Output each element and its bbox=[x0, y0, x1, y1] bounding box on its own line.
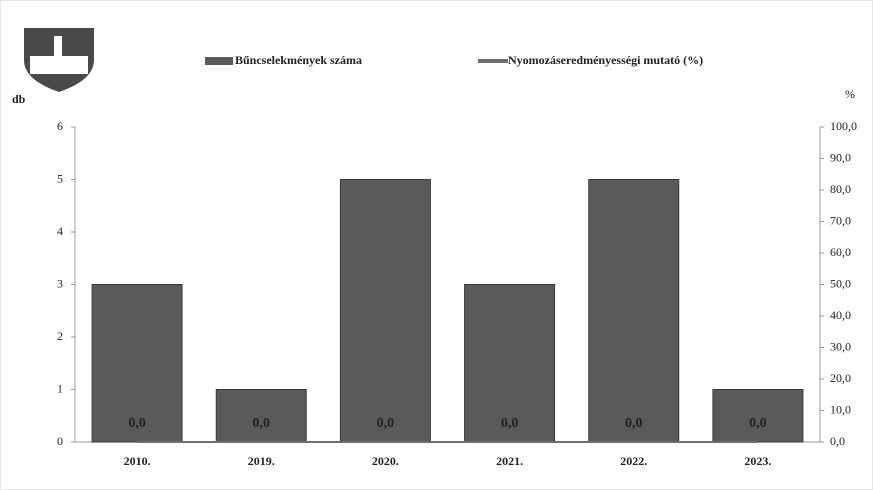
y2-tick-label: 10,0 bbox=[830, 402, 851, 416]
bar bbox=[588, 179, 680, 443]
x-tick-label: 2023. bbox=[744, 454, 771, 468]
legend-label: Nyomozáseredményességi mutató (%) bbox=[508, 53, 703, 67]
y2-tick-label: 60,0 bbox=[830, 245, 851, 259]
bar bbox=[712, 389, 804, 443]
y-axis-label: db bbox=[12, 92, 26, 106]
y2-tick-label: 100,0 bbox=[830, 119, 857, 133]
bar bbox=[339, 179, 431, 443]
y2-tick-label: 70,0 bbox=[830, 213, 851, 227]
x-tick-label: 2010. bbox=[124, 454, 151, 468]
y2-tick-label: 20,0 bbox=[830, 371, 851, 385]
y-tick-label: 4 bbox=[57, 224, 63, 238]
x-tick-label: 2020. bbox=[372, 454, 399, 468]
y2-axis-label: % bbox=[845, 87, 855, 101]
data-label: 0,0 bbox=[253, 416, 271, 431]
y2-tick-label: 90,0 bbox=[830, 150, 851, 164]
y2-tick-label: 50,0 bbox=[830, 276, 851, 290]
bar bbox=[464, 284, 556, 443]
y2-tick-label: 0,0 bbox=[830, 434, 845, 448]
y-tick-label: 1 bbox=[57, 381, 63, 395]
data-label: 0,0 bbox=[128, 416, 146, 431]
y-tick-label: 2 bbox=[57, 329, 63, 343]
y2-tick-label: 40,0 bbox=[830, 308, 851, 322]
logo bbox=[24, 28, 94, 92]
y2-tick-label: 80,0 bbox=[830, 182, 851, 196]
data-label: 0,0 bbox=[501, 416, 519, 431]
legend-label: Bűncselekmények száma bbox=[235, 53, 362, 67]
y2-tick-label: 30,0 bbox=[830, 339, 851, 353]
legend-swatch bbox=[205, 57, 233, 65]
x-tick-label: 2021. bbox=[496, 454, 523, 468]
legend-swatch bbox=[478, 59, 508, 63]
y-tick-label: 6 bbox=[57, 119, 63, 133]
y-tick-label: 0 bbox=[57, 434, 63, 448]
y-tick-label: 5 bbox=[57, 171, 63, 185]
y-tick-label: 3 bbox=[57, 276, 63, 290]
data-label: 0,0 bbox=[625, 416, 643, 431]
bar bbox=[91, 284, 183, 443]
x-tick-label: 2019. bbox=[248, 454, 275, 468]
x-tick-label: 2022. bbox=[620, 454, 647, 468]
data-label: 0,0 bbox=[377, 416, 395, 431]
data-label: 0,0 bbox=[749, 416, 767, 431]
bar bbox=[215, 389, 307, 443]
